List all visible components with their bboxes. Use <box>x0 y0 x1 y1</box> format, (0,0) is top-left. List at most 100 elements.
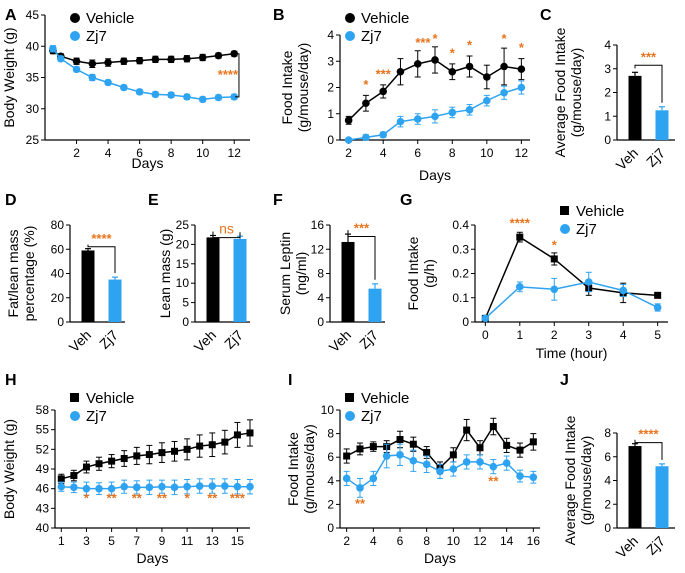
chart-e-zj7-bar <box>233 238 247 322</box>
chart-e-y-tick-label: 25 <box>176 218 190 232</box>
chart-i-zj7-point <box>462 458 471 466</box>
chart-a-legend-label-zj7: Zj7 <box>86 28 107 45</box>
chart-h-x-tick-label: 7 <box>133 534 140 548</box>
chart-e-veh-bar <box>206 237 220 322</box>
chart-a-vehicle-point <box>151 55 160 64</box>
chart-g-x-tick-label: 2 <box>551 328 558 342</box>
chart-a-zj7-point <box>88 73 97 82</box>
chart-i-y-axis-title-line: (g/mouse/day) <box>301 424 317 513</box>
chart-i-vehicle-point <box>409 440 417 448</box>
panel-h-label: H <box>5 372 17 389</box>
chart-b-y-axis-title-line: Food Intake <box>279 50 295 124</box>
chart-c-y-tick-label: 2 <box>604 86 611 100</box>
chart-c-zj7-category-label: Zj7 <box>643 145 668 170</box>
chart-d-y-axis-title: Fat/lean masspercentage (%) <box>5 226 37 322</box>
panel-g-label: G <box>400 192 412 209</box>
chart-b-y-tick-label: 4 <box>327 28 334 42</box>
panel-f-label: F <box>273 192 283 209</box>
chart-h-x-tick-label: 11 <box>181 534 194 548</box>
chart-i-vehicle-point <box>503 441 511 449</box>
chart-h-legend-label-vehicle: Vehicle <box>86 390 134 407</box>
panel-d-label: D <box>5 192 17 209</box>
chart-b-significance-label: *** <box>415 35 431 50</box>
chart-a-x-tick-label: 8 <box>168 146 175 160</box>
chart-b-x-tick-label: 4 <box>380 146 387 160</box>
chart-g-legend-label-vehicle: Vehicle <box>576 203 624 220</box>
chart-b-y-tick-label: 1 <box>327 107 334 121</box>
chart-b-zj7-point <box>344 136 353 144</box>
chart-h-zj7-point <box>145 483 154 492</box>
chart-h-zj7-point <box>70 483 78 492</box>
chart-b-zj7-point <box>448 108 457 117</box>
chart-c-y-tick-label: 4 <box>604 38 611 52</box>
chart-i-y-axis-title: Food Intake(g/mouse/day) <box>285 424 317 513</box>
chart-b-vehicle-point <box>396 67 405 76</box>
chart-b-vehicle-point <box>448 67 457 76</box>
chart-a-x-tick-label: 12 <box>228 146 242 160</box>
chart-h-vehicle-point <box>208 441 216 449</box>
panel-a: A 25 30 35 40 45 Body Weight (g) 2 4 6 8 10 12 Days **… <box>1 7 250 171</box>
chart-h-zj7-point <box>183 482 191 491</box>
chart-j-significance-label: **** <box>638 427 659 442</box>
chart-h-zj7-point <box>82 484 91 493</box>
chart-h-vehicle-point <box>82 463 90 471</box>
chart-j-y-tick-label: 0 <box>604 521 611 535</box>
chart-g-significance-label: * <box>552 237 558 252</box>
chart-b-vehicle-point <box>362 99 370 108</box>
chart-j-y-tick-label: 8 <box>604 426 611 440</box>
chart-d-zj7-bar <box>108 279 122 322</box>
chart-h-y-tick-label: 40 <box>36 521 50 535</box>
chart-i-x-tick-label: 8 <box>423 534 430 548</box>
chart-h-zj7-point <box>221 482 229 490</box>
chart-b-zj7-point <box>379 130 387 139</box>
chart-i-legend-label-zj7: Zj7 <box>361 408 382 425</box>
chart-i-zj7-point <box>489 462 498 471</box>
chart-b-zj7-point <box>517 83 526 92</box>
chart-b-vehicle-point <box>483 73 491 81</box>
chart-h-zj7-point <box>158 482 166 491</box>
chart-b-vehicle-point <box>431 56 439 64</box>
chart-g-x-tick-label: 0 <box>482 328 489 342</box>
chart-b-zj7-point <box>500 88 508 97</box>
chart-c-y-tick-label: 1 <box>604 109 611 123</box>
chart-g-y-tick-label: 0.1 <box>452 291 469 305</box>
chart-a-legend-label-vehicle: Vehicle <box>86 10 134 27</box>
chart-f-veh-bar <box>341 241 355 322</box>
chart-i-y-tick-label: 0 <box>327 521 334 535</box>
chart-b-vehicle-point <box>517 65 526 73</box>
chart-h-significance-label: *** <box>230 490 246 505</box>
chart-a-vehicle-point <box>72 57 81 66</box>
chart-b-zj7-point <box>465 106 474 114</box>
chart-a-vehicle-point <box>120 57 128 66</box>
chart-d-y-tick-label: 80 <box>51 218 65 232</box>
chart-j-y-tick-label: 2 <box>604 497 611 511</box>
chart-a-zj7-point <box>198 95 207 104</box>
chart-h-significance-label: ** <box>157 490 168 505</box>
chart-e-y-tick-label: 0 <box>182 315 189 329</box>
chart-h-vehicle-point <box>171 447 179 455</box>
chart-g-y-axis-title-line: Food Intake <box>405 236 421 310</box>
chart-h-x-tick-label: 15 <box>231 534 245 548</box>
chart-h-zj7-point <box>107 484 116 493</box>
panel-i-label: I <box>288 372 292 389</box>
chart-h-significance-label: * <box>84 490 90 505</box>
chart-g-x-tick-label: 3 <box>585 328 592 342</box>
chart-b-zj7-point <box>431 112 439 121</box>
chart-a-zj7-point <box>214 93 223 102</box>
chart-b-x-tick-label: 2 <box>345 146 352 160</box>
chart-i-zj7-point <box>382 452 391 460</box>
panel-g: G 0 0.1 0.2 0.3 0.4 Food Intake(g/h) 0 1 2 3 4 5 Time… <box>400 192 668 361</box>
chart-d-significance-bracket <box>87 244 116 274</box>
chart-b-y-tick-label: 3 <box>327 54 334 68</box>
chart-i-y-tick-label: 4 <box>327 474 334 488</box>
chart-a-vehicle-point <box>183 54 191 63</box>
chart-a-significance-bracket <box>234 53 240 98</box>
chart-i-y-tick-label: 8 <box>327 427 334 441</box>
chart-h-significance-label: ** <box>207 490 218 505</box>
chart-i-zj7-point <box>369 474 378 483</box>
chart-h-vehicle-point <box>133 452 141 460</box>
chart-a-vehicle-point <box>214 51 223 60</box>
chart-h-vehicle-point <box>246 429 254 437</box>
chart-h-significance-label: ** <box>132 490 143 505</box>
